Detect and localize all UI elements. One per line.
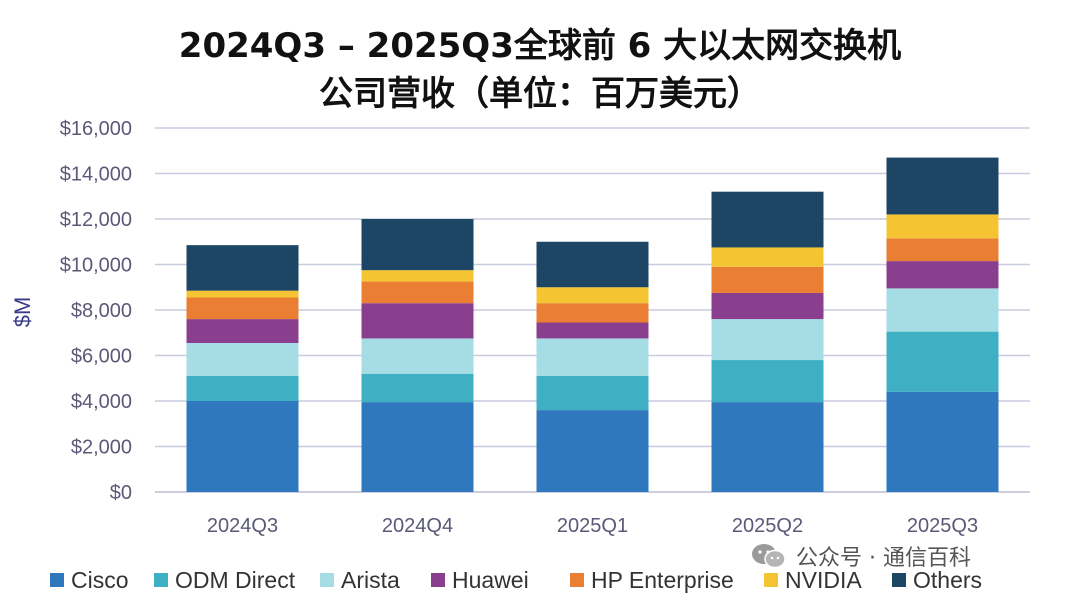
bar-segment-nvidia bbox=[186, 290, 299, 298]
bar-segment-huawei bbox=[186, 319, 299, 343]
legend-swatch bbox=[764, 573, 778, 587]
legend-label: ODM Direct bbox=[175, 567, 296, 593]
bar-segment-arista bbox=[361, 338, 474, 374]
bar-segment-huawei bbox=[886, 261, 999, 289]
legend-swatch bbox=[892, 573, 906, 587]
x-tick-label: 2025Q2 bbox=[732, 515, 803, 537]
y-tick-label: $10,000 bbox=[60, 255, 132, 277]
legend-swatch bbox=[570, 573, 584, 587]
bar-segment-arista bbox=[886, 288, 999, 332]
bar-segment-others bbox=[886, 157, 999, 215]
watermark: 公众号 · 通信百科 bbox=[750, 540, 971, 572]
bar-segment-odm-direct bbox=[536, 375, 649, 411]
x-tick-label: 2024Q3 bbox=[207, 515, 278, 537]
y-tick-label: $6,000 bbox=[71, 346, 132, 368]
legend-label: Huawei bbox=[452, 567, 529, 593]
bar-segment-arista bbox=[186, 342, 299, 376]
legend-swatch bbox=[320, 573, 334, 587]
bar-segment-cisco bbox=[711, 402, 824, 492]
bar-segment-hp-enterprise bbox=[536, 303, 649, 323]
y-tick-label: $14,000 bbox=[60, 164, 132, 186]
chart-title-line-2: 公司营收（单位：百万美元） bbox=[319, 74, 761, 114]
legend-label: Cisco bbox=[71, 567, 129, 593]
bar-segment-arista bbox=[536, 338, 649, 376]
bar-segment-nvidia bbox=[536, 287, 649, 304]
x-tick-label: 2025Q3 bbox=[907, 515, 978, 537]
bar-segment-odm-direct bbox=[361, 373, 474, 403]
bar-segment-nvidia bbox=[361, 270, 474, 282]
bar-segment-others bbox=[536, 241, 649, 288]
bar-segment-huawei bbox=[536, 322, 649, 339]
y-tick-label: $8,000 bbox=[71, 300, 132, 322]
y-tick-label: $16,000 bbox=[60, 118, 132, 140]
legend-swatch bbox=[50, 573, 64, 587]
legend-label: Arista bbox=[341, 567, 400, 593]
chart-title-line-1: 2024Q3 – 2025Q3全球前 6 大以太网交换机 bbox=[178, 26, 902, 66]
y-axis-label: $M bbox=[10, 297, 35, 328]
x-tick-label: 2024Q4 bbox=[382, 515, 453, 537]
bar-segment-hp-enterprise bbox=[711, 266, 824, 293]
y-tick-label: $0 bbox=[110, 482, 132, 504]
bar-segment-huawei bbox=[361, 303, 474, 339]
legend-label: Others bbox=[913, 567, 982, 593]
bar-segment-others bbox=[711, 191, 824, 248]
bar-segment-hp-enterprise bbox=[886, 238, 999, 262]
legend-label: NVIDIA bbox=[785, 567, 862, 593]
legend-swatch bbox=[431, 573, 445, 587]
bar-segment-nvidia bbox=[886, 214, 999, 239]
watermark-text: 公众号 · 通信百科 bbox=[796, 546, 971, 571]
y-tick-label: $2,000 bbox=[71, 437, 132, 459]
wechat-icon bbox=[752, 544, 786, 569]
bar-segment-huawei bbox=[711, 292, 824, 320]
bar-segment-others bbox=[361, 219, 474, 271]
bar-segment-hp-enterprise bbox=[186, 297, 299, 320]
bar-segment-hp-enterprise bbox=[361, 281, 474, 304]
y-tick-label: $4,000 bbox=[71, 391, 132, 413]
legend-swatch bbox=[154, 573, 168, 587]
bar-segment-cisco bbox=[886, 391, 999, 492]
bar-segment-others bbox=[186, 245, 299, 291]
bar-segment-nvidia bbox=[711, 247, 824, 267]
bar-segment-odm-direct bbox=[186, 375, 299, 401]
bar-segment-arista bbox=[711, 319, 824, 361]
bar-segment-odm-direct bbox=[711, 360, 824, 403]
bar-segment-cisco bbox=[361, 402, 474, 492]
bar-segment-cisco bbox=[536, 410, 649, 492]
bar-segment-odm-direct bbox=[886, 331, 999, 392]
bar-segment-cisco bbox=[186, 401, 299, 492]
x-tick-label: 2025Q1 bbox=[557, 515, 628, 537]
legend-label: HP Enterprise bbox=[591, 567, 734, 593]
y-tick-label: $12,000 bbox=[60, 209, 132, 231]
